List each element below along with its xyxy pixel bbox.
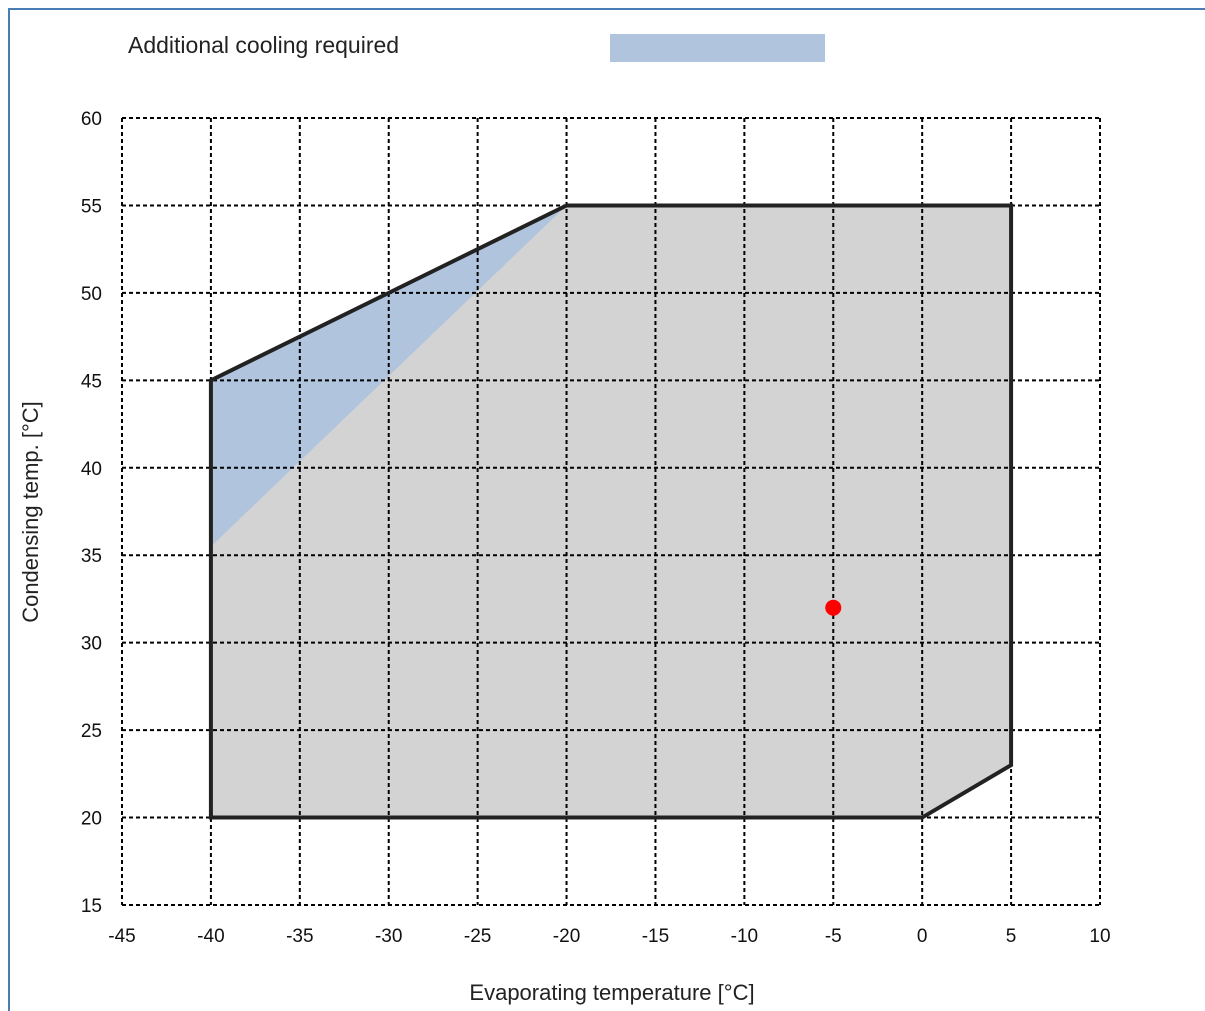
x-tick-label: -45 [108,926,135,947]
x-tick-label: 10 [1089,926,1110,947]
y-tick-label: 35 [81,546,102,567]
y-tick-label: 60 [81,109,102,130]
x-tick-label: -35 [286,926,313,947]
y-tick-labels: 15 20 25 30 35 40 45 50 55 60 [81,109,102,917]
envelope-outline [208,203,1014,820]
fill-layer [210,205,1012,818]
grid-lines [121,117,1101,906]
y-axis-label: Condensing temp. [°C] [18,401,43,623]
chart-frame [8,8,1205,1011]
y-tick-label: 55 [81,196,102,217]
x-tick-label: -10 [731,926,758,947]
y-tick-label: 15 [81,896,102,917]
x-tick-label: -25 [464,926,491,947]
operating-point[interactable] [825,599,842,616]
x-tick-label: -30 [375,926,402,947]
x-tick-label: -5 [825,926,842,947]
x-tick-label: 5 [1006,926,1017,947]
x-tick-labels: -45 -40 -35 -30 -25 -20 -15 -10 -5 0 5 10 [108,926,1110,947]
y-tick-label: 40 [81,459,102,480]
y-tick-label: 20 [81,809,102,830]
y-tick-label: 50 [81,284,102,305]
envelope-area [210,205,1012,818]
x-tick-label: -20 [553,926,580,947]
x-tick-label: 0 [917,926,928,947]
y-tick-label: 25 [81,721,102,742]
y-tick-label: 45 [81,371,102,392]
x-axis-label: Evaporating temperature [°C] [469,980,754,1005]
x-tick-label: -40 [197,926,224,947]
legend-label: Additional cooling required [128,32,400,58]
legend-swatch [610,34,825,62]
y-tick-label: 30 [81,634,102,655]
x-tick-label: -15 [642,926,669,947]
